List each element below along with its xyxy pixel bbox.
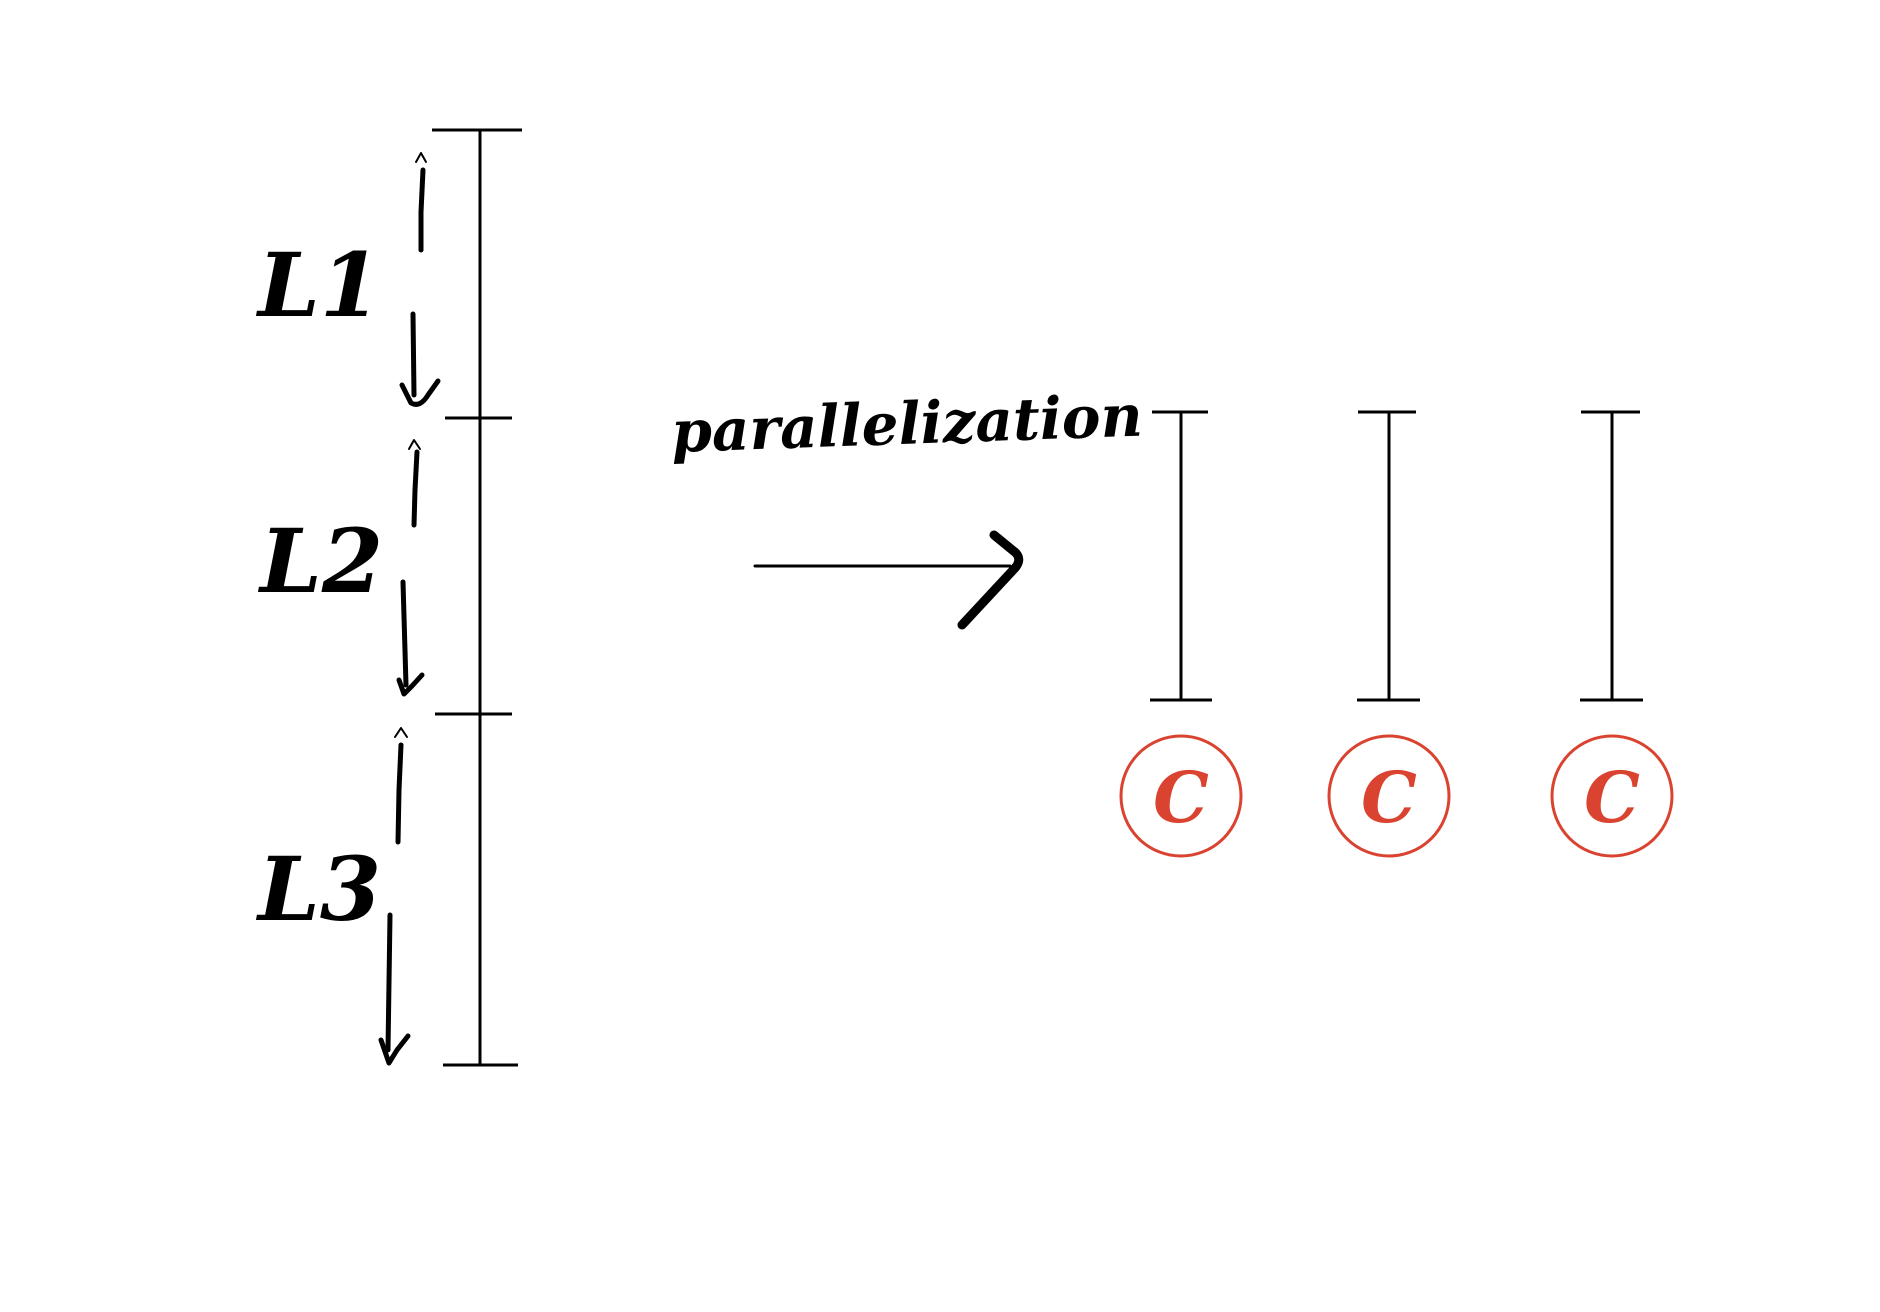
span-arrow-l3-down bbox=[385, 912, 393, 1053]
span-arrow-l1 bbox=[399, 152, 441, 407]
down-arrow-icon bbox=[396, 672, 425, 697]
parallel-bar-1 bbox=[1150, 410, 1212, 702]
arrow-right-icon bbox=[957, 530, 1024, 630]
marker-letter: C bbox=[1584, 756, 1640, 839]
circled-c-3: C bbox=[1550, 734, 1674, 858]
segment-label-l1: L1 bbox=[255, 233, 381, 337]
parallelization-label: parallelization bbox=[670, 382, 1144, 466]
segment-label-l3: L3 bbox=[255, 837, 381, 941]
up-arrow-icon bbox=[415, 152, 427, 163]
marker-circle bbox=[1119, 734, 1243, 858]
parallel-bar-2 bbox=[1357, 410, 1420, 702]
span-arrow-l3 bbox=[378, 727, 411, 1066]
span-arrow-l2-down bbox=[400, 579, 409, 688]
circled-c-markers: C C C bbox=[1119, 734, 1674, 858]
span-arrow-l2 bbox=[396, 439, 425, 697]
marker-letter: C bbox=[1361, 756, 1417, 839]
marker-circle bbox=[1550, 734, 1674, 858]
down-arrow-icon bbox=[378, 1033, 411, 1066]
parallelization-arrow bbox=[753, 530, 1024, 630]
span-arrow-l2-up bbox=[411, 449, 420, 528]
up-arrow-icon bbox=[394, 727, 408, 738]
span-arrow-l3-up bbox=[395, 742, 404, 845]
marker-circle bbox=[1327, 734, 1451, 858]
circled-c-2: C bbox=[1327, 734, 1451, 858]
down-arrow-icon bbox=[399, 378, 441, 407]
segment-span-arrows bbox=[378, 152, 441, 1066]
circled-c-1: C bbox=[1119, 734, 1243, 858]
span-arrow-l1-down bbox=[410, 311, 417, 398]
span-arrow-l1-up bbox=[418, 167, 426, 253]
parallel-bar-3 bbox=[1580, 410, 1643, 702]
marker-letter: C bbox=[1153, 756, 1209, 839]
sequential-scale-bar bbox=[432, 128, 522, 1067]
segment-label-l2: L2 bbox=[257, 509, 383, 613]
up-arrow-icon bbox=[408, 439, 421, 450]
parallel-bars bbox=[1150, 410, 1643, 702]
